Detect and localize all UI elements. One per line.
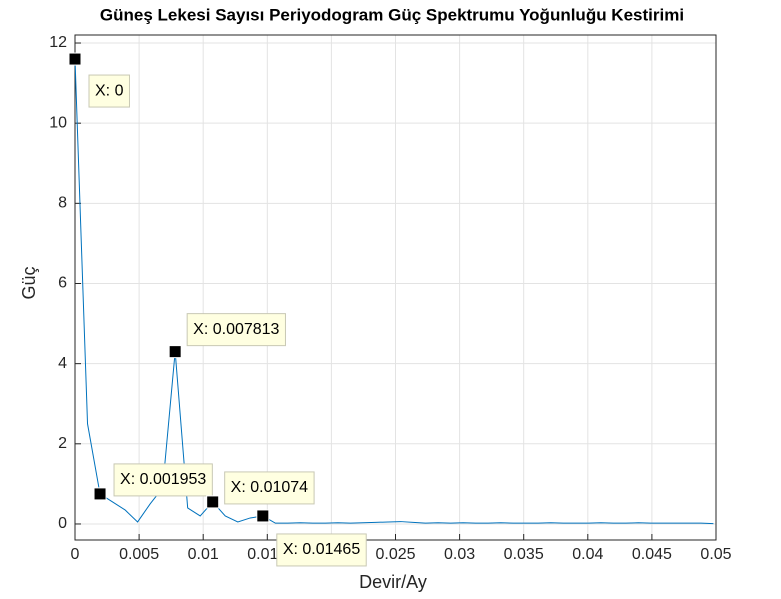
y-tick-label: 12 [49, 34, 67, 51]
datatip-box [186, 313, 286, 347]
datatip-label: X: 0.001953 [120, 471, 206, 488]
axes-box [74, 34, 717, 541]
datatip-label: X: 0.01465 [283, 541, 361, 558]
datatip-label: X: 0 [95, 82, 124, 99]
datatip: X: 0.01074 [206, 471, 315, 509]
y-tick-label: 4 [58, 355, 67, 372]
x-axis-label: Devir/Ay [359, 572, 427, 592]
y-axis-label: Güç [19, 266, 39, 299]
datatip-label: X: 0.01074 [231, 479, 309, 496]
datatip-box [276, 533, 367, 567]
x-tick-label: 0.005 [119, 546, 159, 563]
datatip-marker [206, 495, 220, 509]
datatip: X: 0.001953 [93, 463, 213, 501]
datatip: X: 0.01465 [256, 509, 367, 567]
x-tick-label: 0.01 [188, 546, 219, 563]
datatip-box [224, 471, 315, 505]
x-tick-label: 0.035 [504, 546, 544, 563]
y-tick-label: 2 [58, 435, 67, 452]
datatip: X: 0.007813 [168, 313, 286, 359]
x-tick-label: 0.04 [572, 546, 603, 563]
datatip-marker [68, 52, 82, 66]
chart-title: Güneş Lekesi Sayısı Periyodogram Güç Spe… [100, 5, 684, 24]
datatip-marker [256, 509, 270, 523]
datatip-label: X: 0.007813 [193, 321, 279, 338]
x-tick-label: 0.05 [700, 546, 731, 563]
datatip-marker [93, 487, 107, 501]
x-tick-label: 0.045 [632, 546, 672, 563]
datatip-marker [168, 345, 182, 359]
y-tick-label: 8 [58, 195, 67, 212]
datatip: X: 0 [68, 52, 130, 108]
y-tick-label: 0 [58, 515, 67, 532]
x-tick-label: 0.03 [444, 546, 475, 563]
y-tick-label: 6 [58, 275, 67, 292]
x-tick-label: 0.025 [375, 546, 415, 563]
line-series [74, 59, 714, 525]
datatip-box [113, 463, 213, 497]
y-tick-label: 10 [49, 114, 67, 131]
datatip-box [88, 74, 130, 108]
x-tick-label: 0 [71, 546, 80, 563]
